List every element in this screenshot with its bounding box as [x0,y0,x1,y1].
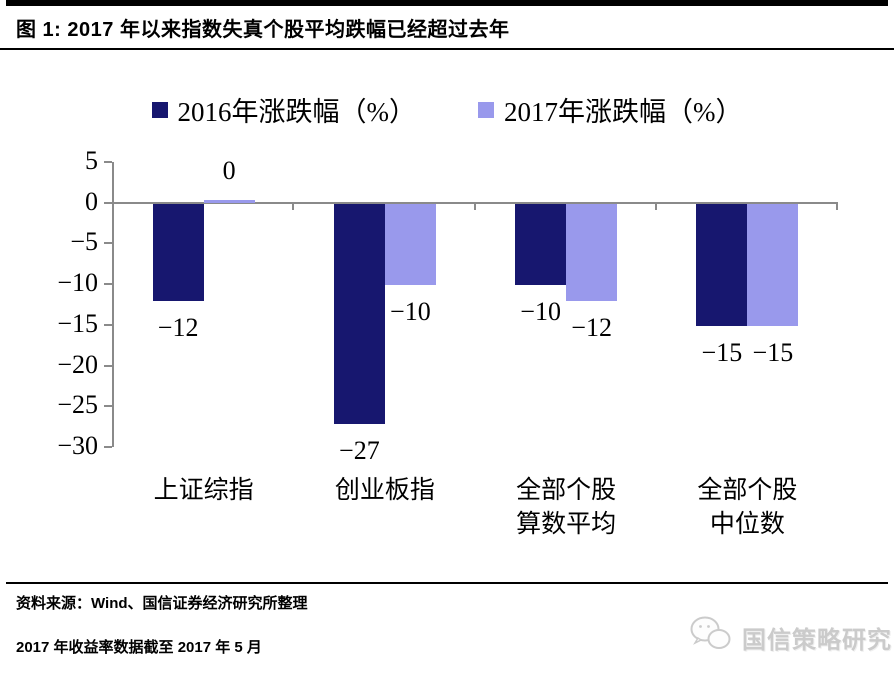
title-underline-rule [0,48,894,50]
bar-series0-cat0 [152,203,204,302]
y-axis-tick [104,364,112,367]
y-axis-tick [104,201,112,204]
data-cutoff-note: 2017 年收益率数据截至 2017 年 5 月 [16,639,262,656]
y-axis-tick [104,446,112,448]
legend-item-2017: 2017年涨跌幅（%） [478,90,743,129]
x-axis-zero-line [113,201,838,204]
legend-swatch-2016 [151,101,168,118]
x-axis-tick [292,202,295,210]
legend-label-2016: 2016年涨跌幅（%） [177,97,417,127]
y-axis-tick-label: −20 [57,349,98,379]
category-label: 创业板指 [334,477,435,504]
legend-label-2017: 2017年涨跌幅（%） [504,97,743,127]
bar-series1-cat0 [203,199,255,203]
watermark: 国信策略研究 [688,614,892,661]
bar-value-label: 0 [222,155,236,185]
category-label: 全部个股 算数平均 [516,477,617,538]
bar-value-label: −12 [157,313,199,343]
bar-series1-cat2 [566,203,618,302]
y-axis-tick-label: 5 [85,146,98,175]
y-axis-tick-label: −5 [70,227,98,257]
bar-series0-cat2 [515,203,567,286]
bar-series1-cat3 [747,203,799,326]
watermark-text: 国信策略研究 [742,627,892,654]
y-axis-tick [104,242,112,245]
bar-value-label: −15 [701,337,743,367]
x-axis-tick [473,202,476,210]
figure-title: 图 1: 2017 年以来指数失真个股平均跌幅已经超过去年 [16,19,510,41]
y-axis-tick-label: −30 [57,431,98,460]
y-axis-tick-label: −15 [57,308,98,338]
bar-series0-cat1 [333,203,385,424]
y-axis-tick [104,323,112,326]
source-note: 资料来源：Wind、国信证券经济研究所整理 [16,595,308,612]
y-axis-tick-label: −10 [57,268,98,298]
footer-rule [6,582,888,584]
y-axis-tick-label: 0 [85,186,98,216]
bar-value-label: −27 [339,435,380,465]
bar-value-label: −15 [752,337,794,367]
wechat-icon [688,614,734,661]
bar-value-label: −12 [571,313,612,343]
legend-item-2016: 2016年涨跌幅（%） [151,90,417,129]
bar-series0-cat3 [696,203,748,326]
category-label: 全部个股 中位数 [697,477,798,538]
category-label: 上证综指 [153,477,254,504]
y-axis [112,162,114,447]
x-axis-tick [836,202,838,210]
y-axis-tick-label: −25 [57,390,98,420]
bar-value-label: −10 [390,297,431,327]
bar-series1-cat1 [384,203,436,286]
bar-value-label: −10 [520,297,561,327]
chart-legend: 2016年涨跌幅（%） 2017年涨跌幅（%） [0,90,894,129]
top-black-rule [6,0,888,6]
y-axis-tick [104,161,112,163]
y-axis-tick [104,405,112,408]
legend-swatch-2017 [478,101,494,118]
x-axis-tick [654,202,657,210]
y-axis-tick [104,283,112,286]
